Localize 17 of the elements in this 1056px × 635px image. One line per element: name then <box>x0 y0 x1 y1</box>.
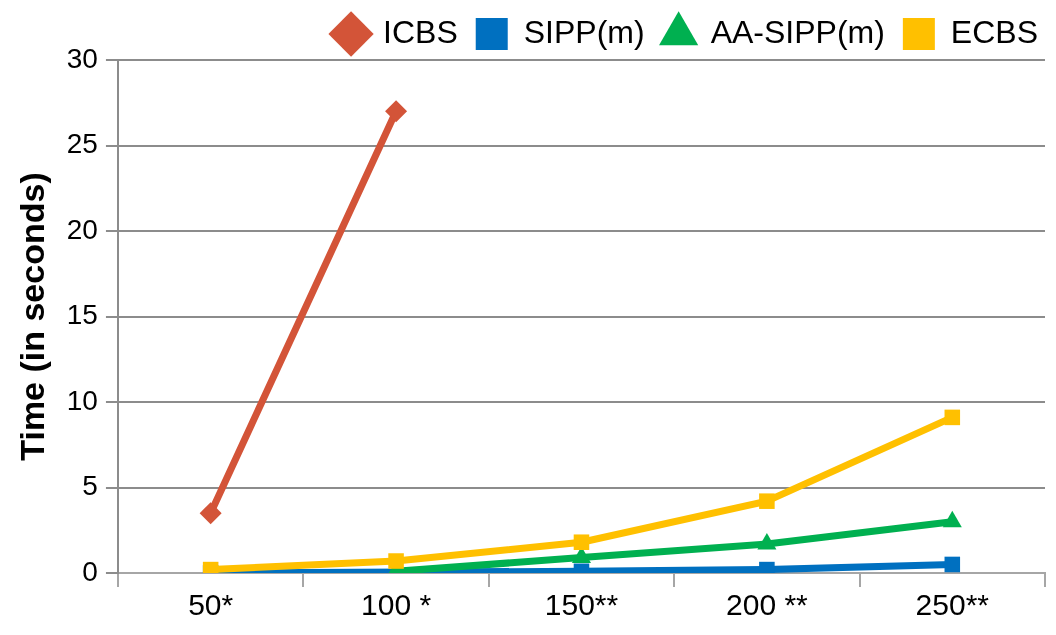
legend-label: SIPP(m) <box>523 13 645 50</box>
x-tick-label: 50* <box>188 588 234 622</box>
legend-label: ECBS <box>950 13 1038 50</box>
y-tick-label: 15 <box>66 299 98 331</box>
y-tick-label: 5 <box>82 470 98 502</box>
y-tick-label: 0 <box>82 555 98 587</box>
y-tick-label: 25 <box>66 128 98 160</box>
y-tick-label: 30 <box>66 42 98 74</box>
legend-label: AA-SIPP(m) <box>710 13 885 50</box>
x-tick-label: 150** <box>544 588 619 622</box>
y-axis-title: Time (in seconds) <box>12 172 51 461</box>
x-tick-label: 200 ** <box>726 588 809 622</box>
y-tick-label: 10 <box>66 384 98 416</box>
x-tick-label: 100 * <box>361 588 432 622</box>
x-tick-label: 250** <box>915 588 990 622</box>
legend-label: ICBS <box>383 13 458 50</box>
y-tick-label: 20 <box>66 213 98 245</box>
